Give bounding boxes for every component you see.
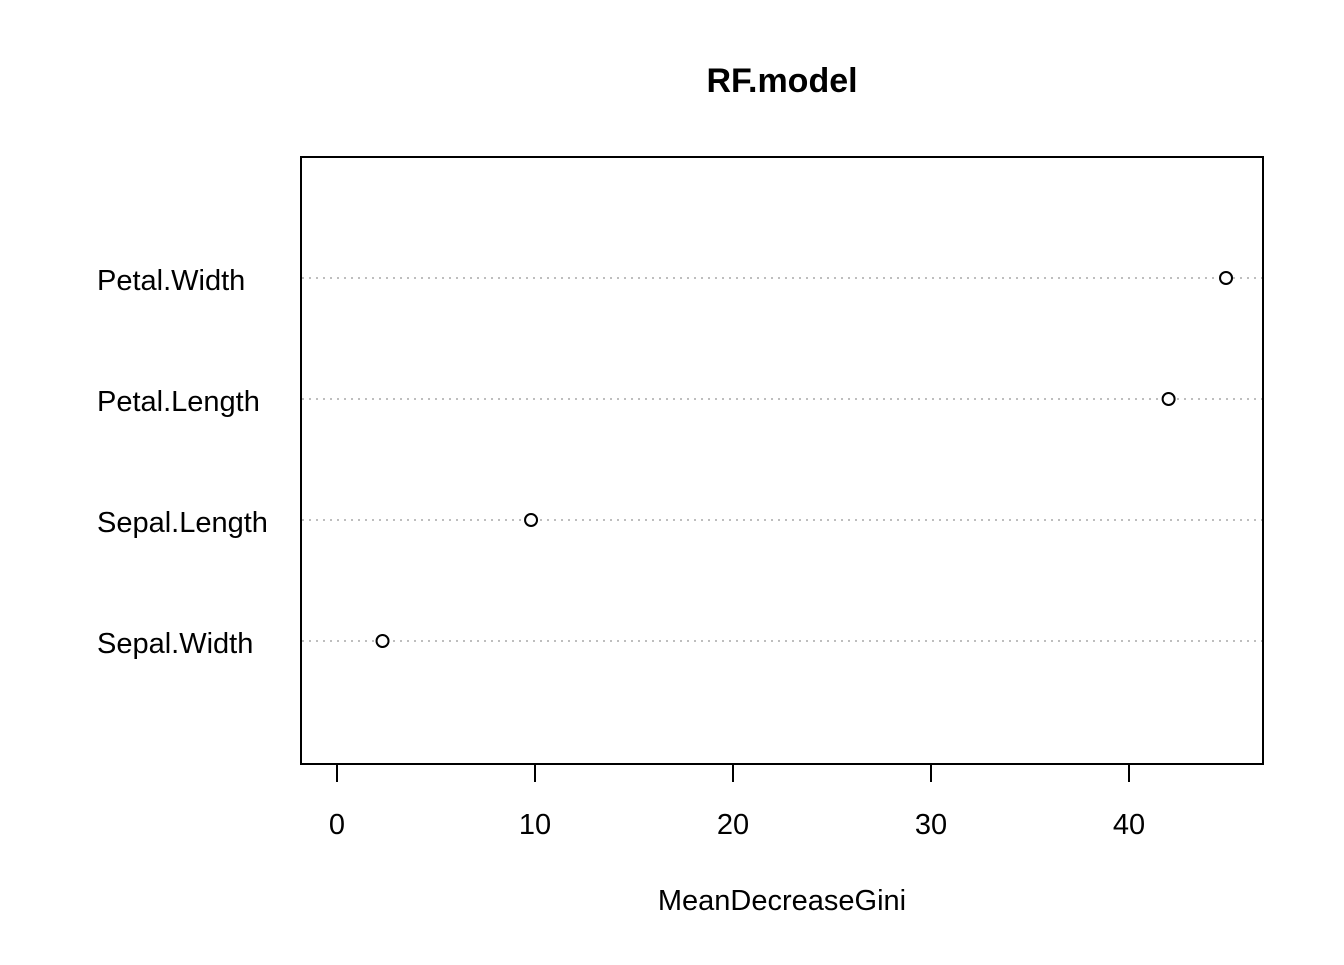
data-point <box>375 634 390 648</box>
data-point <box>1219 271 1234 285</box>
category-label: Petal.Length <box>97 386 260 418</box>
plot-frame <box>300 156 1264 765</box>
data-point <box>1161 392 1176 406</box>
category-label: Sepal.Width <box>97 628 253 660</box>
category-label: Sepal.Length <box>97 507 268 539</box>
category-label: Petal.Width <box>97 265 245 297</box>
x-axis-label: MeanDecreaseGini <box>658 885 906 917</box>
chart-title: RF.model <box>706 62 857 100</box>
category-labels: Petal.Width Petal.Length Sepal.Length Sepal… <box>97 265 268 660</box>
x-tick-label: 30 <box>915 809 947 841</box>
x-axis: 0 10 20 30 40 <box>329 763 1145 841</box>
x-tick-label: 0 <box>329 809 345 841</box>
x-tick-label: 10 <box>519 809 551 841</box>
data-points <box>375 271 1234 648</box>
x-tick-label: 40 <box>1113 809 1145 841</box>
data-point <box>524 513 539 527</box>
guide-lines <box>302 277 1262 642</box>
x-tick-label: 20 <box>717 809 749 841</box>
